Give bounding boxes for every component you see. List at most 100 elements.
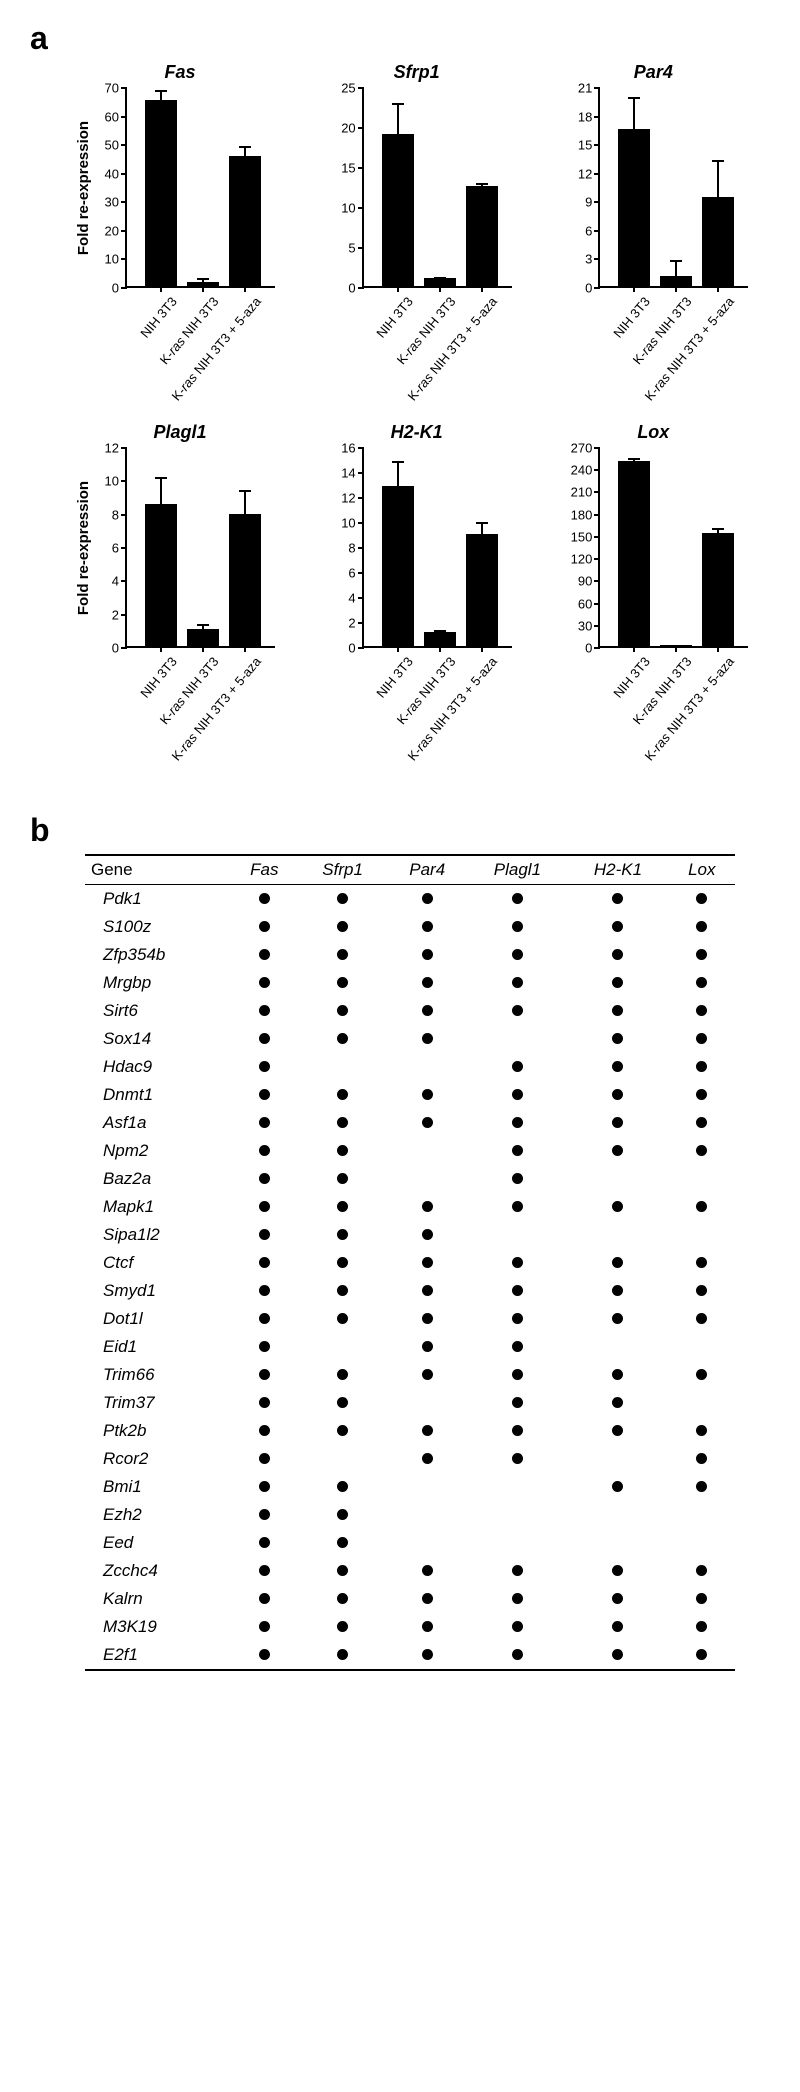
gene-name-cell: Trim37	[85, 1389, 230, 1417]
x-tick	[397, 286, 399, 292]
dot-cell	[468, 1333, 568, 1361]
dot-icon	[512, 921, 523, 932]
dot-icon	[512, 1369, 523, 1380]
gene-name-cell: Eed	[85, 1529, 230, 1557]
bar	[702, 197, 734, 286]
table-row: Mrgbp	[85, 969, 735, 997]
table-row: Sirt6	[85, 997, 735, 1025]
dot-cell	[567, 1585, 668, 1613]
y-tick-label: 240	[571, 463, 601, 478]
gene-name-cell: Ctcf	[85, 1249, 230, 1277]
y-tick-label: 30	[578, 618, 600, 633]
dot-cell	[669, 1389, 735, 1417]
dot-icon	[512, 1005, 523, 1016]
dot-cell	[298, 1221, 387, 1249]
dot-icon	[612, 1285, 623, 1296]
gene-name-cell: Sirt6	[85, 997, 230, 1025]
dot-icon	[612, 949, 623, 960]
dot-icon	[259, 1145, 270, 1156]
y-tick-label: 18	[578, 109, 600, 124]
error-bar	[633, 98, 635, 131]
dot-icon	[612, 1145, 623, 1156]
x-label: NIH 3T3	[374, 294, 417, 341]
bar	[382, 486, 414, 646]
dot-icon	[337, 1257, 348, 1268]
dot-icon	[422, 1257, 433, 1268]
dot-icon	[259, 1425, 270, 1436]
y-tick-label: 15	[578, 138, 600, 153]
dot-cell	[669, 1165, 735, 1193]
x-tick	[160, 646, 162, 652]
dot-icon	[612, 1313, 623, 1324]
dot-icon	[612, 1593, 623, 1604]
dot-cell	[567, 1221, 668, 1249]
dot-icon	[612, 1425, 623, 1436]
dot-icon	[337, 1201, 348, 1212]
table-row: Pdk1	[85, 885, 735, 914]
dot-cell	[669, 1137, 735, 1165]
plot-area: 0306090120150180210240270NIH 3T3K-ras NI…	[598, 448, 748, 648]
x-tick	[675, 286, 677, 292]
dot-icon	[612, 1201, 623, 1212]
x-label: NIH 3T3	[610, 654, 653, 701]
dot-icon	[422, 1369, 433, 1380]
x-tick	[675, 646, 677, 652]
dot-cell	[669, 885, 735, 914]
dot-cell	[387, 1585, 468, 1613]
dot-cell	[230, 1109, 298, 1137]
y-tick-label: 40	[105, 166, 127, 181]
chart-body: 036912151821NIH 3T3K-ras NIH 3T3K-ras NI…	[598, 88, 748, 288]
y-tick-label: 10	[105, 474, 127, 489]
dot-cell	[387, 1025, 468, 1053]
dot-cell	[567, 1529, 668, 1557]
dot-cell	[298, 1165, 387, 1193]
dot-icon	[259, 949, 270, 960]
table-row: Eid1	[85, 1333, 735, 1361]
dot-cell	[468, 941, 568, 969]
dot-icon	[422, 1229, 433, 1240]
dot-cell	[567, 913, 668, 941]
dot-icon	[337, 977, 348, 988]
dot-cell	[468, 1025, 568, 1053]
dot-icon	[696, 1033, 707, 1044]
dot-cell	[387, 1333, 468, 1361]
y-tick-label: 12	[578, 166, 600, 181]
dot-icon	[422, 1285, 433, 1296]
dot-cell	[298, 1641, 387, 1670]
dot-icon	[259, 1229, 270, 1240]
dot-icon	[612, 893, 623, 904]
dot-cell	[468, 1501, 568, 1529]
dot-cell	[387, 1109, 468, 1137]
dot-icon	[696, 893, 707, 904]
x-tick	[717, 646, 719, 652]
dot-icon	[612, 1033, 623, 1044]
x-label: NIH 3T3	[137, 294, 180, 341]
dot-cell	[298, 1053, 387, 1081]
dot-cell	[230, 1333, 298, 1361]
dot-cell	[230, 1137, 298, 1165]
dot-cell	[468, 1445, 568, 1473]
dot-cell	[298, 1249, 387, 1277]
bar	[618, 461, 650, 646]
plot-area: 0510152025NIH 3T3K-ras NIH 3T3K-ras NIH …	[362, 88, 512, 288]
dot-cell	[298, 1445, 387, 1473]
y-tick-label: 0	[348, 641, 363, 656]
dot-icon	[259, 893, 270, 904]
table-row: Zcchc4	[85, 1557, 735, 1585]
dot-icon	[696, 1145, 707, 1156]
x-tick	[202, 646, 204, 652]
error-bar	[675, 261, 677, 278]
dot-cell	[468, 1109, 568, 1137]
dot-cell	[230, 1053, 298, 1081]
dot-icon	[259, 1481, 270, 1492]
dot-cell	[387, 1613, 468, 1641]
x-tick	[244, 286, 246, 292]
dot-cell	[387, 1249, 468, 1277]
chart-fas: FasFold re-expression010203040506070NIH …	[70, 62, 290, 412]
dot-icon	[422, 1621, 433, 1632]
dot-icon	[337, 1649, 348, 1660]
dot-icon	[422, 1425, 433, 1436]
error-cap	[197, 278, 209, 280]
y-tick-label: 10	[341, 516, 363, 531]
dot-cell	[468, 1529, 568, 1557]
